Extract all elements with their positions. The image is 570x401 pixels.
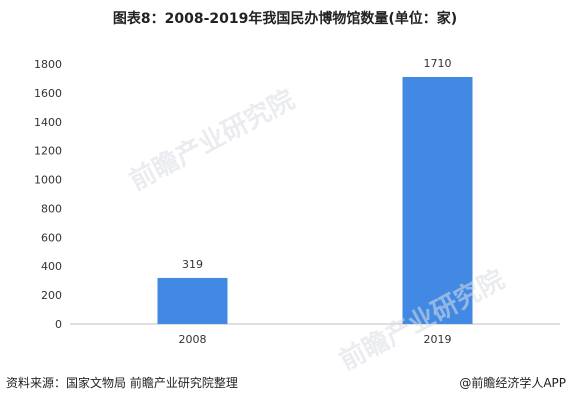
y-tick-label: 0 — [55, 318, 62, 331]
y-tick-label: 1800 — [34, 58, 62, 71]
data-label: 1710 — [424, 57, 452, 70]
chart-title: 图表8：2008-2019年我国民办博物馆数量(单位：家) — [112, 11, 458, 27]
y-tick-label: 800 — [41, 202, 62, 215]
x-tick-label: 2008 — [179, 333, 207, 346]
y-tick-label: 600 — [41, 231, 62, 244]
data-label: 319 — [182, 258, 203, 271]
y-tick-label: 1400 — [34, 116, 62, 129]
x-tick-label: 2019 — [424, 333, 452, 346]
y-tick-label: 1600 — [34, 87, 62, 100]
y-tick-label: 200 — [41, 289, 62, 302]
brand-credit: @前瞻经济学人APP — [459, 374, 566, 391]
y-tick-label: 400 — [41, 260, 62, 273]
y-tick-label: 1200 — [34, 145, 62, 158]
brand-label: @前瞻经济学人APP — [459, 376, 566, 390]
bar-2008 — [157, 277, 228, 324]
bar-2019 — [402, 77, 473, 324]
y-tick-label: 1000 — [34, 174, 62, 187]
source-note: 资料来源：国家文物局 前瞻产业研究院整理 — [6, 376, 238, 390]
